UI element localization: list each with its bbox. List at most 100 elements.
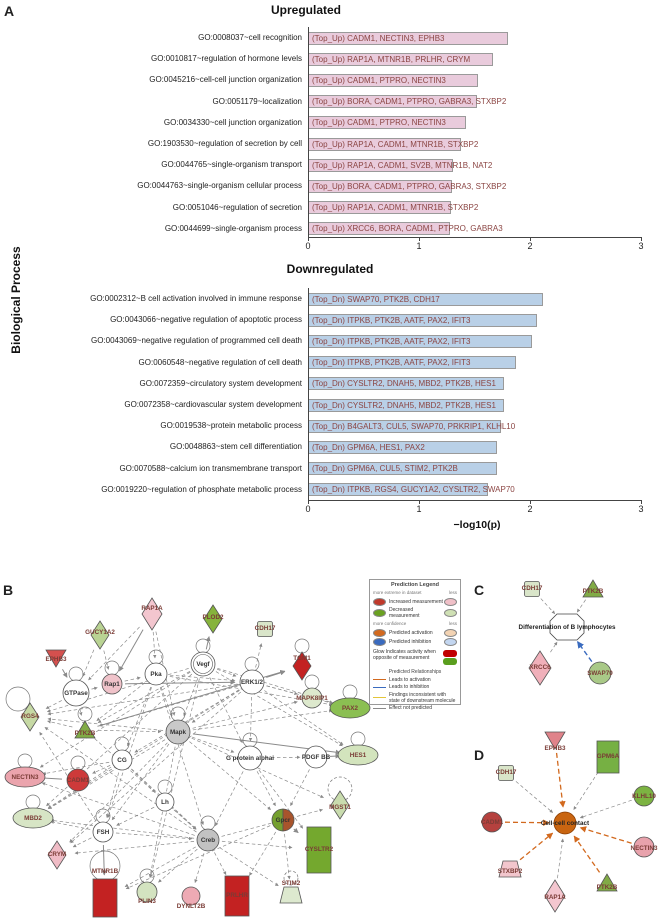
self-loop: [327, 776, 353, 802]
node-label: MAPK8IP1: [296, 695, 328, 702]
network-edge: [256, 771, 276, 807]
node-label: CG: [117, 757, 127, 764]
b-lymphocyte-network: CDH17 PTK2B Differentiation of B lymphocyt…: [519, 579, 616, 686]
network-edge: [160, 686, 173, 717]
node-shape: [528, 650, 552, 686]
network-edge: [115, 832, 193, 841]
self-loop: [200, 815, 216, 831]
node-label: STXBP2: [498, 868, 523, 875]
category-label: GO:0019220~regulation of phosphate metab…: [101, 484, 302, 494]
panel-a-label: A: [4, 3, 15, 19]
node-shape: [92, 878, 118, 918]
network-edge: [255, 643, 263, 668]
legend-relationship-2: Findings inconsistent with state of down…: [373, 692, 457, 704]
network-edge: [124, 846, 196, 888]
node-label: GUCY1A2: [85, 629, 115, 636]
node-label: FSH: [97, 829, 110, 836]
node-label: Gpcr: [276, 817, 291, 824]
legend-relationship-line: [373, 707, 386, 709]
network-edge: [101, 844, 107, 876]
self-loop: [294, 638, 310, 654]
node-shape: [633, 836, 655, 858]
self-loop: [17, 753, 33, 769]
category-label: GO:0019538~protein metabolic process: [160, 421, 302, 431]
legend-relationship-line: [373, 697, 386, 698]
node-shape: [136, 881, 158, 903]
network-edge: [215, 671, 343, 747]
network-edge: [97, 729, 162, 734]
network-edge: [192, 709, 333, 731]
node-label: TGM1: [293, 655, 311, 662]
network-edge: [515, 781, 554, 813]
category-label: GO:0010817~regulation of hormone levels: [151, 54, 302, 64]
node-label: Vegf: [196, 661, 210, 668]
axis-tick: [308, 500, 309, 504]
network-edge: [264, 690, 344, 746]
network-edge: [92, 765, 111, 774]
node-label: PTK2B: [583, 588, 604, 595]
category-label: GO:0072359~circulatory system developmen…: [139, 378, 302, 388]
panel-c-label: C: [474, 582, 485, 598]
network-edge: [290, 769, 310, 807]
go-bar-gene-label: (Top_Up) BORA, CADM1, PTPRO, GABRA3, STX…: [312, 181, 507, 191]
node-shape: [544, 879, 566, 913]
network-edge: [183, 677, 199, 717]
network-edge: [47, 720, 73, 728]
network-edge: [152, 631, 157, 659]
category-label: GO:0044765~single-organism transport: [161, 160, 302, 170]
node-label: EPHB3: [545, 745, 566, 752]
node-shape: [524, 581, 540, 597]
x-axis-label: −log10(p): [453, 519, 501, 531]
network-edge: [96, 682, 146, 721]
node-label: CDH17: [496, 769, 517, 776]
legend-relationship-0: Leads to activation: [373, 677, 457, 683]
network-edge: [50, 820, 91, 830]
network-edge: [69, 742, 168, 843]
node-shape: [12, 807, 54, 829]
node-label: Rap1: [104, 681, 120, 688]
legend-measurement-1-weak-swatch: [444, 609, 457, 617]
network-edge: [504, 819, 550, 826]
network-edge: [519, 832, 554, 861]
node-shape: [111, 749, 133, 771]
go-bar-gene-label: (Top_Dn) B4GALT3, CUL5, SWAP70, PRKRIP1,…: [312, 421, 516, 431]
legend-measurement-0-strong-swatch: [373, 597, 386, 606]
y-axis-line: [308, 288, 309, 500]
panel-d-label: D: [474, 747, 485, 763]
node-label: STIM2: [282, 880, 301, 887]
axis-tick: [641, 500, 642, 504]
node-label: DYNLT2B: [177, 903, 206, 910]
go-bar-gene-label: (Top_Dn) CYSLTR2, DNAH5, MBD2, PTK2B, HE…: [312, 400, 496, 410]
network-edge: [169, 674, 236, 683]
node-shape: [224, 875, 250, 917]
node-label: SWAP70: [587, 670, 613, 677]
category-label: GO:0043066~negative regulation of apopto…: [110, 315, 302, 325]
node-shape: [279, 886, 303, 904]
legend-relationship-3: Effect not predicted: [373, 705, 457, 711]
node-label: CADM1: [67, 777, 90, 784]
axis-tick: [419, 500, 420, 504]
go-bar-gene-label: (Top_Dn) ITPKB, PTK2B, AATF, PAX2, IFIT3: [312, 315, 471, 325]
network-edge: [214, 771, 244, 827]
network-edge: [576, 641, 593, 663]
legend-scale-note: more extreme in dataset less: [373, 590, 457, 596]
node-label: MGST1: [329, 804, 351, 811]
node-shape: [549, 613, 585, 641]
network-edge: [94, 738, 197, 830]
legend-relationship-label: Effect not predicted: [389, 705, 432, 711]
node-shape: [588, 661, 612, 685]
network-edge: [149, 678, 200, 878]
network-edge: [579, 826, 632, 844]
go-bar-gene-label: (Top_Up) RAP1A, MTNR1B, PRLHR, CRYM: [312, 54, 471, 64]
node-shape: [101, 673, 123, 695]
legend-prediction-0-strong-swatch: [373, 628, 386, 637]
network-edge: [258, 769, 304, 829]
legend-glow-text: Glow Indicates activity when opposite of…: [373, 649, 436, 661]
network-edge: [82, 649, 95, 677]
network-edge: [216, 668, 237, 677]
node-label: PDGF BB: [302, 754, 331, 761]
node-label: Differentiation of B lymphocytes: [519, 624, 616, 631]
legend-prediction-1: Predicted inhibition: [373, 638, 457, 646]
network-edge: [555, 752, 566, 808]
category-label: GO:0044763~single-organism cellular proc…: [137, 181, 302, 191]
